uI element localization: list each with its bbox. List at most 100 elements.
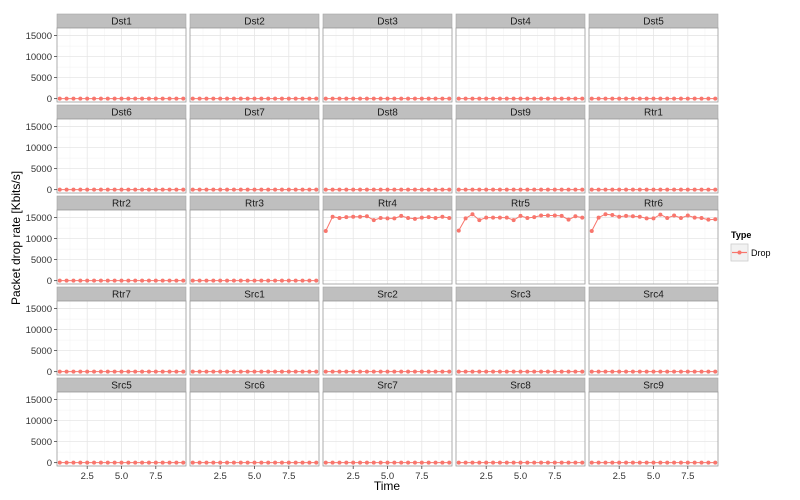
y-tick-label: 0 [47,458,52,469]
facet-strip-label: Dst2 [244,17,265,28]
data-point [314,278,319,283]
data-point [119,187,124,192]
panel-border [455,209,586,285]
data-point [344,460,349,465]
data-point [358,460,363,465]
data-point [573,96,578,101]
data-point [566,96,571,101]
data-point [167,278,172,283]
data-point [699,369,704,374]
data-point [323,187,328,192]
facet-strip-label: Rtr2 [112,199,131,210]
data-point [573,214,578,219]
data-point [399,213,404,218]
data-point [252,369,257,374]
data-point [385,369,390,374]
x-tick-label: 2.5 [613,471,626,482]
data-point [518,213,523,218]
data-point [98,278,103,283]
data-point [610,460,615,465]
data-point [477,369,482,374]
facet-strip-label: Src5 [111,381,132,392]
data-point [286,96,291,101]
data-point [392,216,397,221]
panel-border [588,118,719,194]
y-tick-label: 5000 [31,346,52,357]
facet-strip-label: Src8 [510,381,531,392]
data-point [153,460,158,465]
data-point [266,187,271,192]
data-point [692,460,697,465]
data-point [463,369,468,374]
y-tick-label: 10000 [26,325,52,336]
data-point [344,369,349,374]
x-tick-label: 7.5 [149,471,162,482]
data-point [133,278,138,283]
data-point [713,460,718,465]
data-point [658,369,663,374]
data-point [197,278,202,283]
data-point [433,369,438,374]
y-tick-label: 10000 [26,416,52,427]
data-point [713,96,718,101]
data-point [484,96,489,101]
panel-border [189,27,320,103]
data-point [610,187,615,192]
data-point [160,278,165,283]
data-point [573,187,578,192]
panel-border [322,209,453,285]
data-point [273,460,278,465]
data-point [456,460,461,465]
data-point [323,460,328,465]
data-point [412,369,417,374]
facet-strip-label: Src2 [377,290,398,301]
data-point [477,460,482,465]
data-point [314,369,319,374]
data-point [197,96,202,101]
data-point [259,460,264,465]
data-point [440,96,445,101]
data-point [153,187,158,192]
data-point [190,96,195,101]
y-tick-label: 5000 [31,164,52,175]
data-point [406,460,411,465]
data-point [589,229,594,234]
data-point [456,96,461,101]
facet-panel-src5: Src5 0 5000 10000 15000 2.5 5.0 7.5 [26,377,187,482]
y-tick-label: 15000 [26,395,52,406]
data-point [491,187,496,192]
data-point [119,278,124,283]
data-point [491,369,496,374]
data-point [337,96,342,101]
data-point [174,460,179,465]
data-point [447,369,452,374]
data-point [98,187,103,192]
data-point [511,369,516,374]
data-point [181,96,186,101]
data-point [385,187,390,192]
data-point [85,187,90,192]
panel-border [56,209,187,285]
data-point [231,369,236,374]
data-point [293,369,298,374]
data-point [685,96,690,101]
data-point [552,460,557,465]
x-tick-label: 7.5 [282,471,295,482]
data-point [211,187,216,192]
data-point [78,96,83,101]
data-point [525,215,530,220]
x-tick-label: 2.5 [214,471,227,482]
data-point [573,369,578,374]
panel-border [189,209,320,285]
facet-strip-label: Rtr3 [245,199,264,210]
data-point [678,96,683,101]
data-point [672,96,677,101]
data-point [596,187,601,192]
data-point [225,460,230,465]
data-point [167,460,172,465]
data-point [181,369,186,374]
data-point [190,369,195,374]
data-point [419,96,424,101]
facet-panel-dst6: Dst6 0 5000 10000 15000 [26,104,187,196]
